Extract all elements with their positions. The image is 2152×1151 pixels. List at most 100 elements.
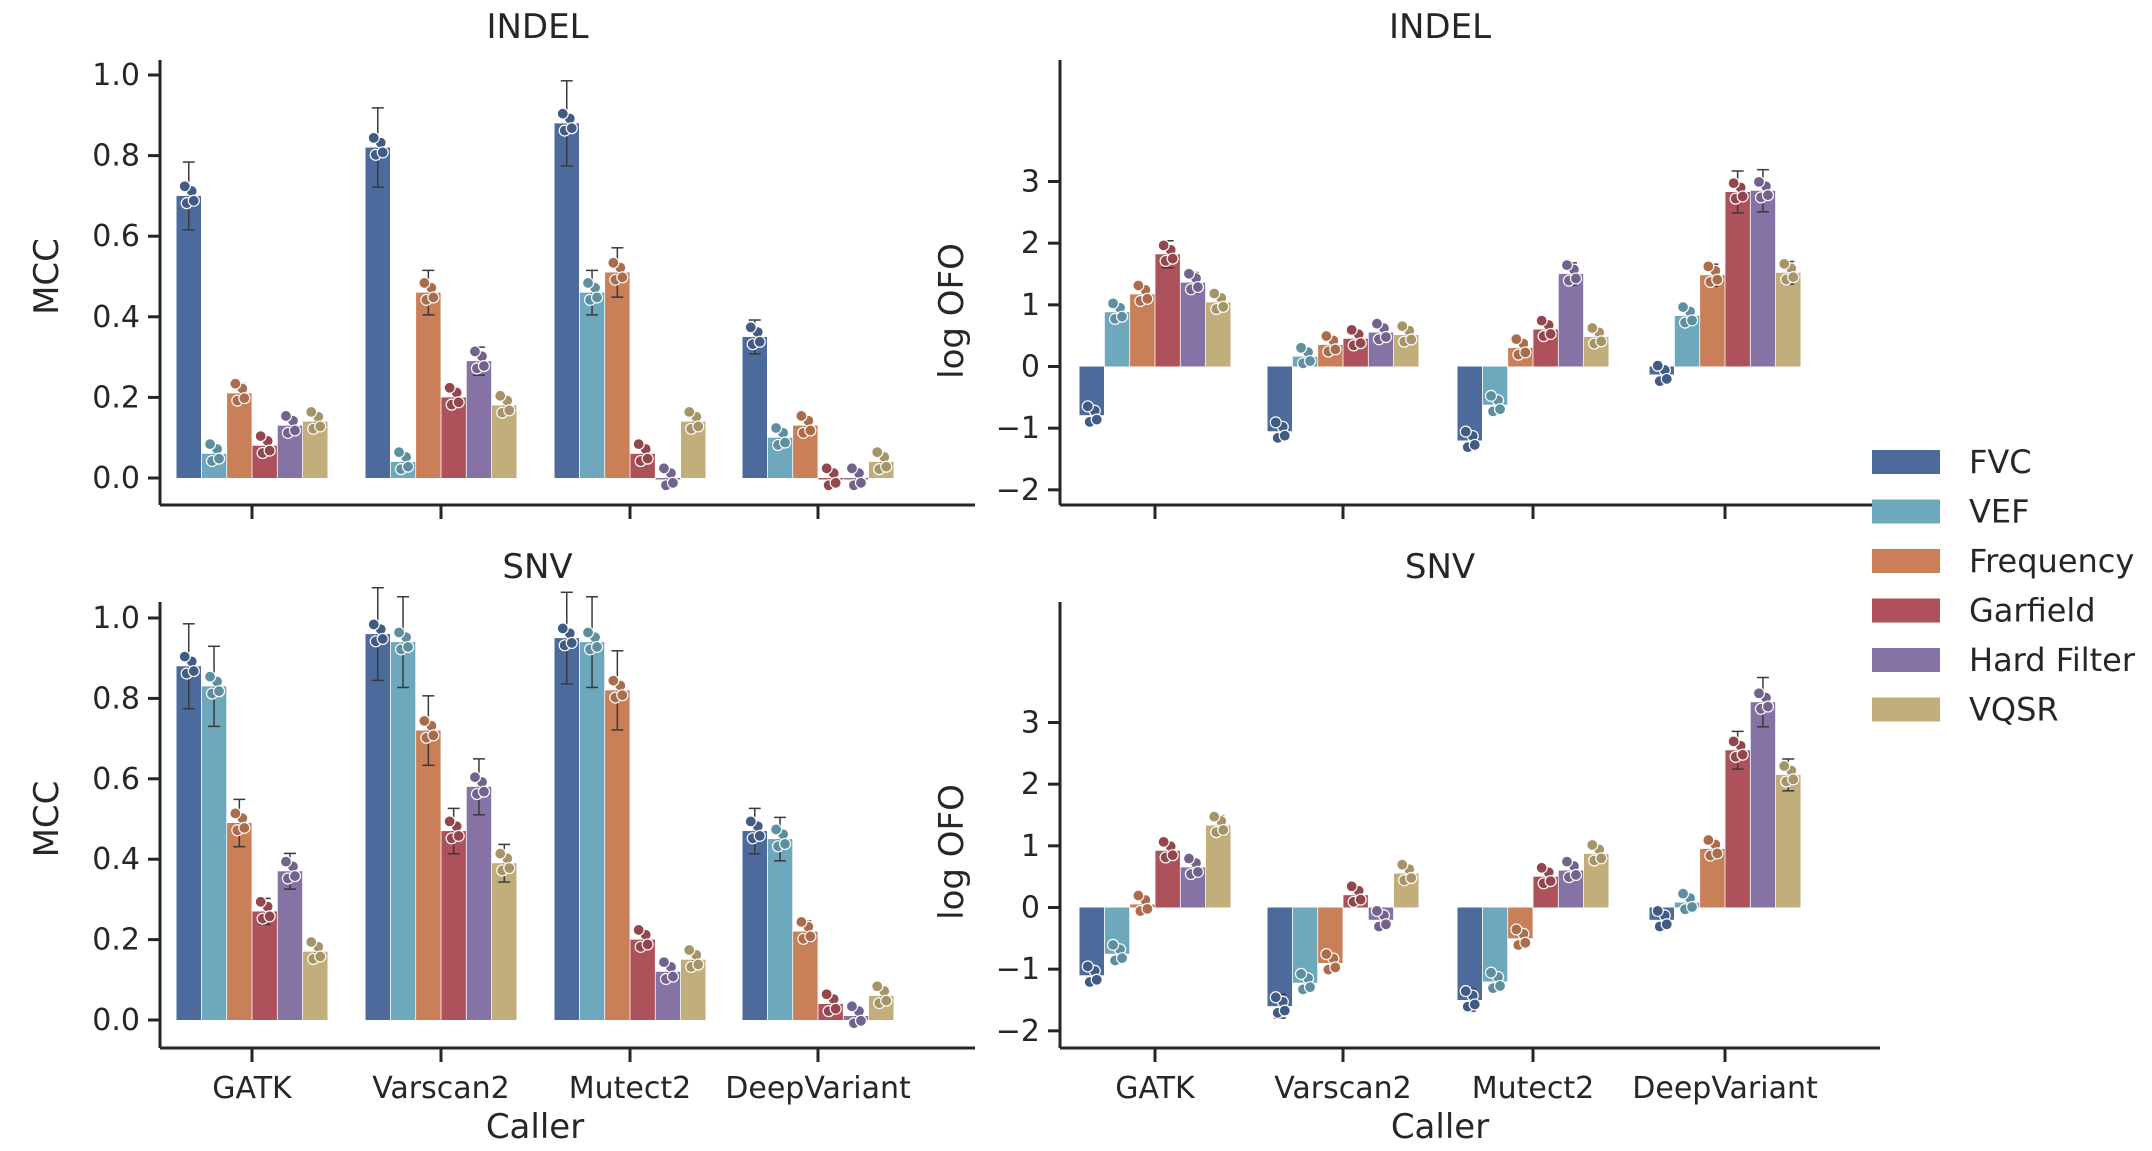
y-tick-label: 3 — [1021, 165, 1040, 200]
legend-swatch — [1872, 648, 1940, 672]
sample-point — [744, 815, 757, 828]
sample-point — [178, 180, 191, 193]
sample-point — [305, 405, 318, 419]
sample-point — [1484, 966, 1498, 979]
bar-vqsr — [492, 863, 517, 1020]
sample-point — [1685, 314, 1699, 327]
sample-point — [820, 462, 833, 475]
sample-point — [418, 714, 431, 728]
bar-fvc — [176, 195, 201, 478]
bar-vef — [390, 642, 416, 1020]
bar-vef — [579, 642, 605, 1020]
sample-point — [1651, 904, 1664, 918]
sample-point — [1294, 967, 1308, 980]
y-tick-label: 0.2 — [92, 380, 140, 415]
sample-point — [392, 446, 406, 459]
bar-garfield — [441, 397, 466, 478]
x-tick-label: GATK — [212, 1071, 293, 1106]
sample-point — [556, 107, 569, 120]
sample-point — [1269, 991, 1282, 1004]
sample-point — [1217, 823, 1230, 837]
sample-point — [238, 821, 251, 834]
sample-point — [1166, 252, 1179, 265]
sample-point — [1090, 973, 1103, 986]
sample-point — [392, 626, 406, 639]
y-tick-label: −2 — [996, 1014, 1040, 1049]
sample-point — [1396, 858, 1409, 871]
bar-hard-filter — [466, 786, 492, 1020]
sample-point — [1685, 900, 1699, 914]
bar-fvc — [742, 336, 767, 478]
sample-point — [590, 640, 604, 654]
sample-point — [1157, 239, 1170, 252]
sample-point — [1676, 887, 1690, 900]
bar-fvc — [176, 666, 201, 1020]
bar-fvc — [742, 831, 767, 1020]
y-tick-label: −2 — [996, 473, 1040, 508]
sample-point — [427, 291, 440, 304]
legend-swatch — [1872, 499, 1940, 524]
bar-hard-filter — [1750, 190, 1776, 367]
sample-point — [1379, 330, 1393, 344]
sample-point — [1115, 952, 1129, 965]
sample-point — [468, 345, 482, 358]
sample-point — [1752, 175, 1766, 188]
sample-point — [1278, 1004, 1291, 1017]
sample-point — [477, 785, 491, 798]
sample-point — [288, 869, 302, 883]
sample-point — [804, 930, 817, 943]
sample-point — [1787, 271, 1800, 284]
sample-point — [1778, 257, 1791, 270]
sample-point — [1141, 902, 1154, 915]
legend: FVC VEF Frequency Garfield Hard Filter VQSR — [1872, 443, 2136, 729]
sample-point — [1484, 389, 1498, 402]
sample-point — [367, 131, 380, 144]
sample-point — [1294, 341, 1308, 354]
legend-item: FVC — [1872, 443, 2032, 481]
sample-point — [1736, 190, 1749, 203]
sample-point — [1191, 280, 1205, 294]
legend-item: Frequency — [1872, 542, 2134, 580]
legend-item: VQSR — [1872, 691, 2059, 729]
y-tick-label: 1 — [1021, 829, 1040, 864]
bar-vqsr — [1776, 774, 1801, 908]
sample-point — [254, 895, 267, 908]
sample-point — [692, 420, 705, 433]
sample-point — [1544, 327, 1557, 341]
sample-point — [845, 1000, 859, 1013]
sample-point — [1090, 413, 1103, 426]
x-tick-label: DeepVariant — [725, 1071, 911, 1106]
sample-point — [1660, 918, 1673, 931]
bar-hard-filter — [1180, 282, 1206, 367]
sample-point — [443, 815, 456, 828]
sample-point — [1676, 300, 1690, 314]
sample-point — [494, 847, 507, 860]
x-axis-label: Caller — [1391, 1107, 1489, 1147]
x-tick-label: Mutect2 — [1472, 1071, 1594, 1106]
legend-label: VQSR — [1969, 691, 2059, 729]
sample-point — [305, 935, 318, 949]
y-tick-label: 0.0 — [92, 1003, 140, 1038]
sample-point — [1519, 936, 1532, 949]
x-tick-label: DeepVariant — [1632, 1071, 1818, 1106]
legend-item: Garfield — [1872, 592, 2096, 630]
sample-point — [1345, 880, 1358, 893]
sample-point — [581, 276, 595, 290]
sample-point — [187, 194, 200, 207]
bar-hard-filter — [277, 871, 303, 1020]
sample-point — [692, 958, 705, 971]
legend-label: Frequency — [1969, 542, 2134, 580]
sample-point — [1081, 960, 1094, 973]
y-axis-label: MCC — [27, 238, 67, 315]
sample-point — [1711, 847, 1724, 860]
y-tick-label: 0.0 — [92, 461, 140, 496]
y-tick-label: −1 — [996, 411, 1040, 446]
sample-point — [607, 674, 620, 687]
bar-frequency — [227, 823, 252, 1020]
sample-point — [1459, 985, 1472, 998]
sample-point — [1208, 287, 1221, 300]
sample-point — [753, 829, 766, 842]
sample-point — [468, 771, 482, 784]
sample-point — [854, 1014, 868, 1027]
sample-point — [1141, 292, 1154, 305]
